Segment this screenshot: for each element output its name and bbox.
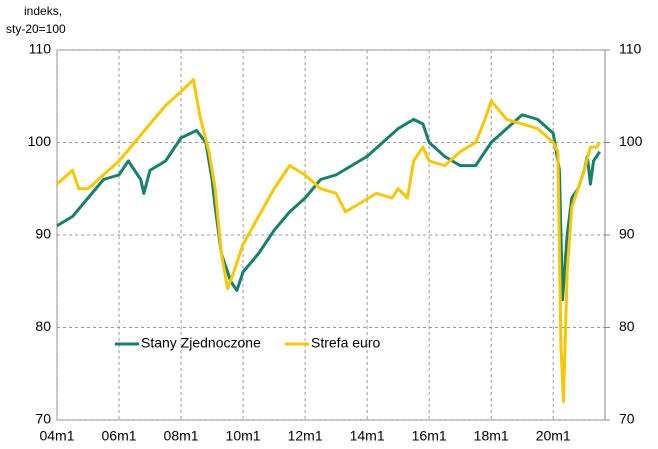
x-tick-label: 20m1	[536, 428, 571, 444]
plot-frame	[56, 49, 606, 421]
x-tick-label: 06m1	[102, 428, 137, 444]
x-tick-label: 14m1	[350, 428, 385, 444]
y-tick-label: 100	[28, 133, 52, 149]
y2-tick-label: 70	[619, 411, 635, 427]
y-tick-label: 70	[35, 411, 51, 427]
y2-tick-label: 80	[619, 318, 635, 334]
y2-tick-label: 100	[619, 133, 643, 149]
y2-tick-label: 110	[619, 41, 642, 57]
y-tick-label: 90	[35, 226, 51, 242]
x-tick-label: 16m1	[412, 428, 447, 444]
x-tick-label: 10m1	[226, 428, 261, 444]
x-tick-label: 08m1	[164, 428, 199, 444]
y-axis-label: indeks,	[24, 4, 62, 18]
legend-label: Strefa euro	[311, 335, 380, 351]
y-tick-label: 80	[35, 318, 51, 334]
y-axis-label: sty-20=100	[6, 22, 66, 36]
y-tick-label: 110	[29, 41, 52, 57]
y2-tick-label: 90	[619, 226, 635, 242]
x-tick-label: 04m1	[39, 428, 74, 444]
x-tick-label: 18m1	[474, 428, 509, 444]
data-line	[55, 78, 601, 403]
legend-label: Stany Zjednoczone	[141, 335, 261, 351]
x-tick-label: 12m1	[288, 428, 323, 444]
data-line	[56, 113, 601, 302]
